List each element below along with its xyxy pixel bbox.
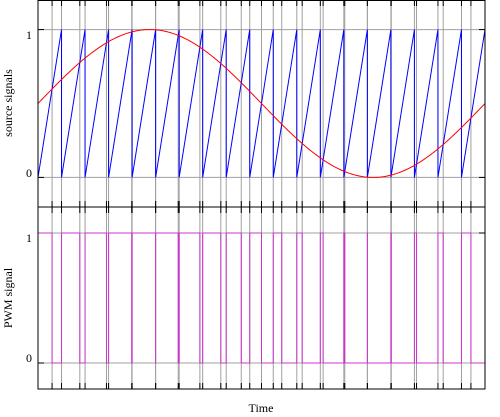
bottom-y-axis-label: PWM signal (1, 267, 15, 328)
top-y-axis-label: source signals (1, 69, 15, 137)
bottom-y-tick-label-1: 1 (26, 231, 32, 245)
pwm-signal-line (37, 232, 485, 364)
bottom-y-tick-label-0: 0 (26, 351, 32, 365)
top-y-tick-label-1: 1 (26, 28, 32, 42)
bottom-plot-frame (37, 206, 486, 390)
x-axis-label: Time (249, 401, 274, 415)
reference-sine-line (37, 29, 486, 178)
top-y-tick-label-0: 0 (26, 166, 32, 180)
bottom-panel-pwm-signal (37, 206, 486, 390)
